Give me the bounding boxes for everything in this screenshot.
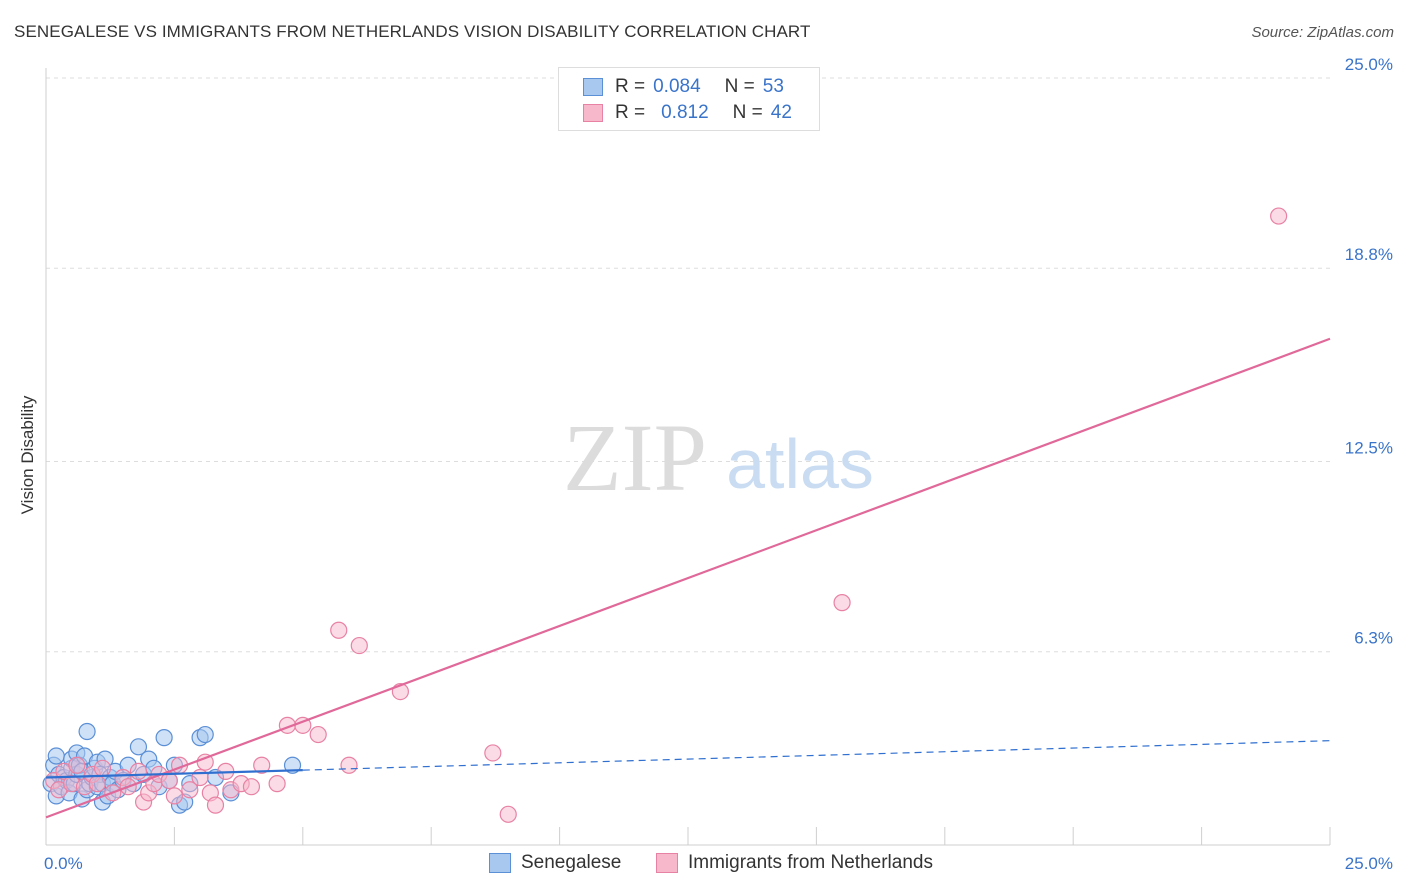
y-axis-label: Vision Disability — [18, 395, 37, 515]
data-point-senegalese — [129, 738, 148, 756]
data-point-netherlands — [350, 636, 368, 655]
data-point-netherlands — [129, 762, 148, 780]
legend-stats: R = 0.084 N = 53 R = 0.812 N = 42 — [558, 67, 820, 131]
trend-line-netherlands — [45, 337, 1331, 819]
legend-r-label: R = — [615, 102, 646, 123]
data-point-netherlands — [242, 778, 261, 796]
data-point-netherlands — [253, 756, 271, 774]
data-point-netherlands — [268, 775, 286, 793]
legend-swatch-blue — [489, 853, 511, 873]
trend-line-senegalese — [45, 769, 303, 779]
data-point-senegalese — [155, 729, 173, 747]
data-point-netherlands — [88, 775, 106, 793]
watermark-zip: ZIP — [563, 404, 707, 511]
data-point-netherlands — [833, 594, 851, 612]
legend-swatch-pink — [656, 853, 678, 873]
trend-line-senegalese-extension — [302, 740, 1331, 771]
data-point-netherlands — [181, 781, 199, 799]
legend-label-senegalese: Senegalese — [521, 852, 622, 873]
data-point-netherlands — [206, 796, 225, 814]
watermark-atlas: atlas — [726, 425, 874, 503]
y-tick-label: 6.3% — [1354, 629, 1393, 648]
source-label: Source: ZipAtlas.com — [1251, 24, 1394, 41]
x-tick-label: 0.0% — [44, 854, 83, 873]
tick-labels: 6.3% 12.5% 18.8% 25.0% 0.0% 25.0% — [44, 55, 1393, 873]
data-point-netherlands — [340, 756, 358, 774]
data-point-netherlands — [309, 725, 327, 744]
y-tick-label: 12.5% — [1345, 439, 1393, 458]
legend-label-netherlands: Immigrants from Netherlands — [688, 852, 933, 873]
legend-n-label: N = — [724, 76, 755, 97]
y-tick-label: 25.0% — [1345, 55, 1393, 74]
chart-title: SENEGALESE VS IMMIGRANTS FROM NETHERLAND… — [14, 22, 811, 41]
axes — [45, 68, 1331, 846]
data-point-netherlands — [165, 787, 183, 805]
series-netherlands — [45, 207, 1288, 823]
y-tick-label: 18.8% — [1345, 245, 1393, 264]
legend-row-netherlands: R = 0.812 N = 42 — [583, 101, 792, 125]
legend-n-value: 53 — [762, 76, 784, 97]
data-point-netherlands — [330, 621, 348, 639]
grid-lines — [46, 77, 1330, 653]
legend-item-senegalese: Senegalese — [489, 852, 621, 874]
data-point-netherlands — [93, 759, 112, 777]
data-point-senegalese — [78, 722, 96, 741]
data-point-netherlands — [499, 805, 517, 823]
legend-row-senegalese: R = 0.084 N = 53 — [583, 75, 784, 99]
legend-swatch-blue — [583, 78, 603, 96]
legend-n-label: N = — [732, 102, 763, 123]
data-point-netherlands — [68, 756, 86, 774]
data-point-senegalese — [196, 725, 214, 744]
legend-swatch-pink — [583, 104, 603, 122]
legend-r-label: R = — [615, 76, 646, 97]
legend-n-value: 42 — [770, 102, 792, 123]
legend-r-value: 0.812 — [661, 102, 709, 123]
data-point-netherlands — [484, 744, 502, 762]
trend-lines — [45, 337, 1331, 819]
legend-item-netherlands: Immigrants from Netherlands — [656, 852, 933, 874]
x-tick-label: 25.0% — [1345, 854, 1393, 873]
legend-r-value: 0.084 — [653, 76, 701, 97]
data-point-netherlands — [1270, 207, 1288, 225]
data-point-senegalese — [47, 747, 65, 765]
